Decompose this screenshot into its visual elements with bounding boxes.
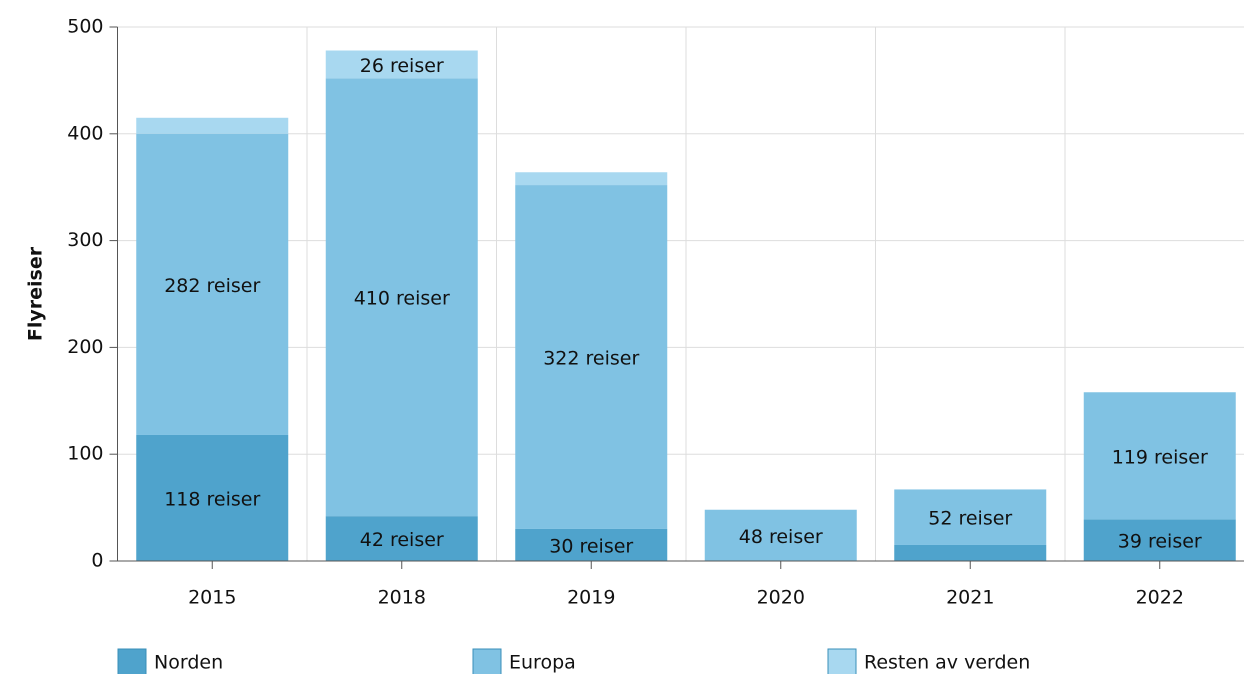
y-axis-title: Flyreiser: [25, 246, 47, 341]
value-label: 282 reiser: [164, 275, 260, 297]
bar-segment: [136, 133, 289, 435]
bar-segment: [1083, 519, 1236, 561]
legend-label: Resten av verden: [864, 652, 1030, 674]
bar-segment: [515, 185, 668, 529]
bar-segment: [325, 50, 478, 79]
bar-segment: [1083, 392, 1236, 520]
y-tick-label: 200: [67, 336, 103, 358]
value-label: 42 reiser: [360, 529, 444, 551]
bar-segment: [515, 528, 668, 561]
bar-segment: [894, 544, 1047, 561]
y-tick-label: 500: [67, 16, 103, 38]
bar-segment: [704, 509, 857, 561]
x-tick-label: 2020: [757, 587, 805, 609]
x-tick-label: 2019: [567, 587, 615, 609]
bar-segment: [325, 516, 478, 561]
bar-segment: [515, 172, 668, 186]
bar-segment: [325, 78, 478, 517]
value-label: 322 reiser: [543, 348, 639, 370]
legend-label: Norden: [154, 652, 223, 674]
legend-swatch: [117, 648, 147, 674]
y-tick-label: 400: [67, 122, 103, 144]
value-label: 30 reiser: [549, 535, 633, 557]
y-tick-label: 300: [67, 229, 103, 251]
value-label: 119 reiser: [1112, 446, 1208, 468]
x-tick-label: 2015: [188, 587, 236, 609]
x-tick-label: 2022: [1136, 587, 1184, 609]
value-label: 410 reiser: [354, 288, 450, 310]
value-label: 118 reiser: [164, 488, 260, 510]
legend-swatch: [472, 648, 502, 674]
value-label: 52 reiser: [928, 508, 1012, 530]
y-tick-label: 0: [91, 550, 103, 572]
y-tick-label: 100: [67, 443, 103, 465]
value-label: 48 reiser: [739, 526, 823, 548]
legend-label: Europa: [509, 652, 576, 674]
legend-swatch: [827, 648, 857, 674]
x-tick-label: 2018: [378, 587, 426, 609]
bar-segment: [136, 434, 289, 561]
bar-segment: [894, 489, 1047, 545]
bar-segment: [136, 117, 289, 134]
value-label: 26 reiser: [360, 55, 444, 77]
value-label: 39 reiser: [1118, 531, 1202, 553]
x-tick-label: 2021: [946, 587, 994, 609]
